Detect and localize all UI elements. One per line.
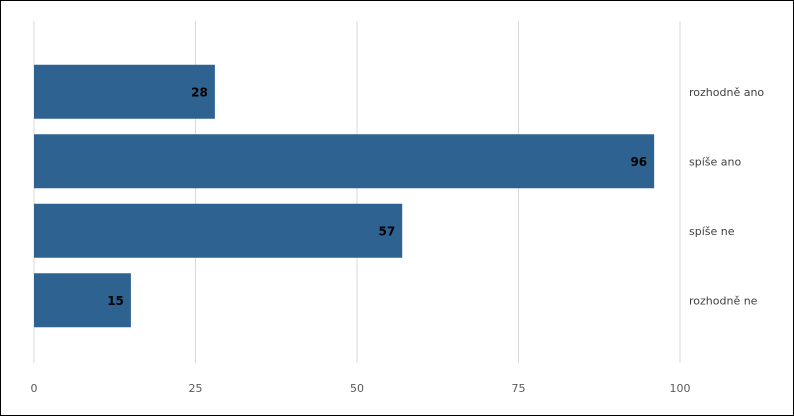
x-axis-ticks: 0 25 50 75 100 <box>31 382 691 395</box>
category-labels: rozhodně ano spíše ano spíše ne rozhodně ne <box>689 86 764 308</box>
category-label: spíše ano <box>689 155 741 168</box>
data-label: 57 <box>379 224 396 238</box>
x-tick-label: 75 <box>512 382 526 395</box>
x-tick-label: 0 <box>31 382 38 395</box>
category-label: spíše ne <box>689 225 735 238</box>
data-label: 15 <box>107 294 124 308</box>
bars <box>34 64 655 328</box>
bar <box>34 134 655 189</box>
category-label: rozhodně ano <box>689 86 764 99</box>
data-label: 96 <box>630 155 647 169</box>
x-tick-label: 50 <box>350 382 364 395</box>
data-label: 28 <box>191 85 208 99</box>
bar <box>34 273 131 328</box>
x-tick-label: 100 <box>670 382 691 395</box>
bar <box>34 64 215 119</box>
data-labels: 28 96 57 15 <box>107 85 647 308</box>
bar <box>34 203 403 258</box>
x-tick-label: 25 <box>189 382 203 395</box>
category-label: rozhodně ne <box>689 294 758 307</box>
